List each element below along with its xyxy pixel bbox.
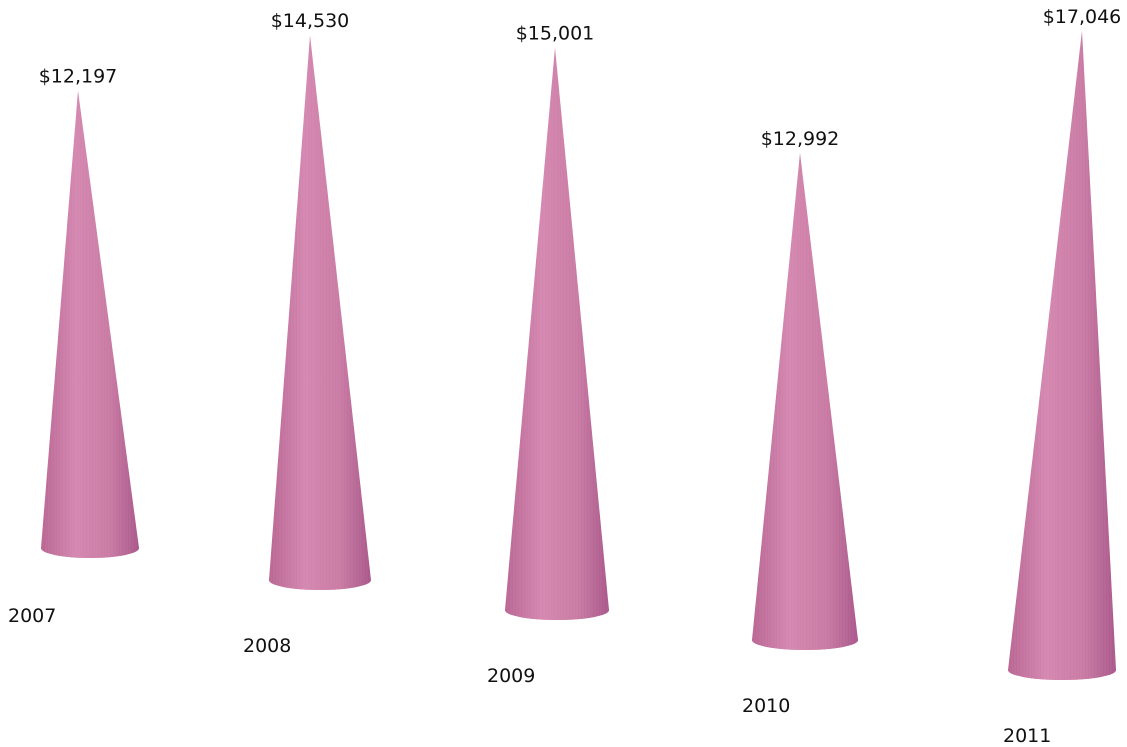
cone-texture-2010: [752, 152, 858, 650]
value-label-2008: $14,530: [271, 10, 350, 32]
category-label-2011: 2011: [1003, 725, 1051, 747]
cone-texture-2009: [505, 47, 609, 620]
cone-texture-2008: [269, 35, 371, 590]
value-label-2009: $15,001: [516, 22, 595, 44]
cone-texture-2007: [41, 90, 139, 558]
cones-layer: [41, 30, 1116, 680]
cone-texture-2011: [1008, 30, 1116, 680]
category-label-2008: 2008: [243, 635, 291, 657]
category-label-2009: 2009: [487, 665, 535, 687]
value-label-2010: $12,992: [761, 128, 840, 150]
category-label-2010: 2010: [742, 695, 790, 717]
category-labels-layer: 2007 2008 2009 2010 2011: [8, 605, 1051, 747]
value-labels-layer: $12,197 $14,530 $15,001 $12,992 $17,046: [39, 6, 1122, 150]
category-label-2007: 2007: [8, 605, 56, 627]
value-label-2011: $17,046: [1043, 6, 1122, 28]
value-label-2007: $12,197: [39, 66, 118, 88]
